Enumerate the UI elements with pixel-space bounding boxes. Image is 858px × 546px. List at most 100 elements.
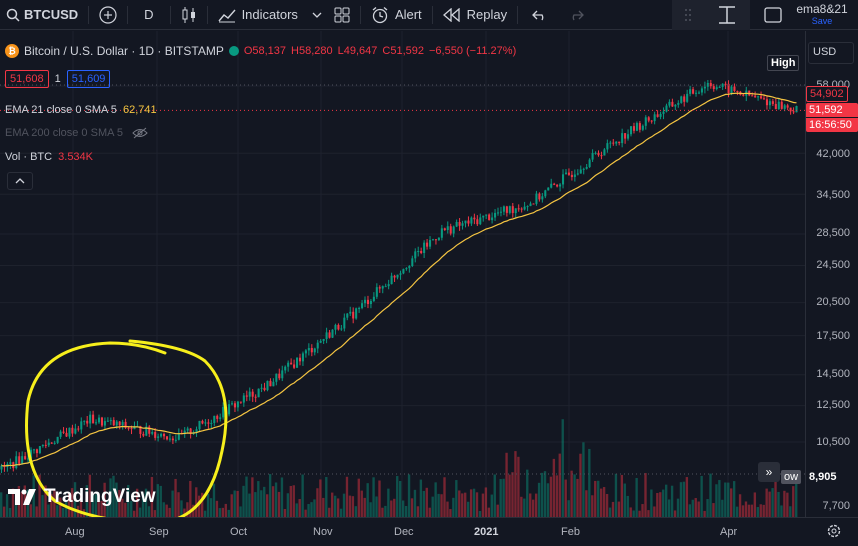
volume-bar [254,492,257,517]
chart-settings-button[interactable] [826,523,842,544]
volume-bar [659,492,662,517]
compare-button[interactable] [93,0,123,30]
ema200-legend[interactable]: EMA 200 close 0 SMA 5 [5,127,148,139]
currency-selector[interactable]: USD [808,42,854,64]
volume-bar [706,499,709,517]
sell-button[interactable]: 51,608 [5,70,49,88]
candle-body [242,395,245,403]
chart-legend: ₿ Bitcoin / U.S. Dollar · 1D · BITSTAMP … [5,44,516,58]
candle-body [239,401,242,403]
candle-body [59,431,62,437]
candle-body [467,220,470,224]
volume-bar [313,499,316,517]
candle-body [561,174,565,185]
scroll-to-realtime-button[interactable]: » [758,462,780,482]
candle-body [632,126,636,131]
candle-body [721,83,724,87]
chart-pane[interactable] [0,31,805,524]
eye-hidden-icon[interactable] [132,127,148,139]
fullscreen-button[interactable] [758,0,788,30]
undo-button[interactable] [522,0,558,30]
candle-body [334,324,337,330]
candle-body [130,428,133,430]
candle-body [233,403,237,408]
candle-body [582,168,585,170]
candle-body [112,420,115,426]
volume-bar [109,478,112,517]
candle-body [83,420,86,422]
alert-label: Alert [394,7,422,22]
candle-body [139,425,142,434]
chart-type-button[interactable] [175,0,203,30]
candle-body [177,433,180,440]
candle-body [21,456,24,465]
volume-bar [336,498,340,517]
buy-button[interactable]: 51,609 [66,70,111,88]
volume-bar [106,500,109,517]
volume-bar [236,490,239,517]
candle-body [712,86,715,90]
volume-bar [428,507,431,517]
candle-body [514,208,517,214]
volume-legend[interactable]: Vol · BTC 3.534K [5,151,93,163]
candle-body [570,174,573,178]
symbol-search[interactable]: BTCUSD [0,0,84,30]
ema21-legend[interactable]: EMA 21 close 0 SMA 5 62,741 [5,104,157,116]
interval-button[interactable]: D [144,7,154,22]
candle-body [171,438,174,441]
candle-body [236,401,239,408]
candle-body [718,86,721,88]
candle-body [358,308,361,310]
candle-body [109,420,112,422]
volume-bar [271,486,275,517]
volume-bar [724,482,727,517]
text-cursor-icon[interactable] [716,4,738,26]
drawing-toolbar-handle[interactable] [672,0,750,30]
replay-button[interactable]: Replay [437,0,513,30]
candle-body [15,456,18,469]
collapse-legend-button[interactable] [7,172,33,190]
volume-bar [446,501,449,517]
templates-button[interactable] [328,0,356,30]
volume-bar [165,504,168,517]
volume-bar [653,506,656,517]
candle-body [482,215,485,218]
time-label: Nov [313,526,333,538]
volume-bar [437,493,440,517]
candle-body [378,287,381,289]
volume-bar [641,504,644,517]
candle-body [44,444,47,446]
price-tick: 20,500 [816,296,850,308]
price-chart[interactable] [0,31,805,524]
volume-bar [629,507,632,517]
candle-body [647,117,650,121]
indicators-button[interactable]: Indicators [212,0,328,30]
candle-body [381,286,384,289]
candle-body [529,203,532,207]
candle-body [603,149,606,156]
tradingview-logo[interactable]: TradingView [8,486,156,508]
legend-change: −6,550 (−11.27%) [428,45,517,57]
volume-bar [795,481,798,517]
candle-body [526,206,529,208]
volume-bar [47,504,50,517]
alert-button[interactable]: Alert [365,0,428,30]
volume-bar [697,501,700,517]
volume-bar [147,506,151,517]
drag-handle-icon[interactable] [684,8,692,22]
candle-body [754,95,757,98]
time-axis[interactable]: Aug Sep Oct Nov Dec 2021 Feb Apr [0,517,858,546]
volume-bar [679,482,683,517]
volume-bar [401,500,405,517]
candle-body [606,143,609,150]
volume-bar [301,474,304,517]
candle-body [621,133,624,144]
candle-body [479,217,482,225]
candle-body [777,101,780,110]
volume-bar [534,493,538,517]
redo-button[interactable] [558,0,594,30]
layout-save-button[interactable]: ema8&21 Save [790,2,854,28]
candle-body [384,286,387,288]
volume-bar [774,474,777,517]
chevron-down-icon[interactable] [312,12,322,18]
